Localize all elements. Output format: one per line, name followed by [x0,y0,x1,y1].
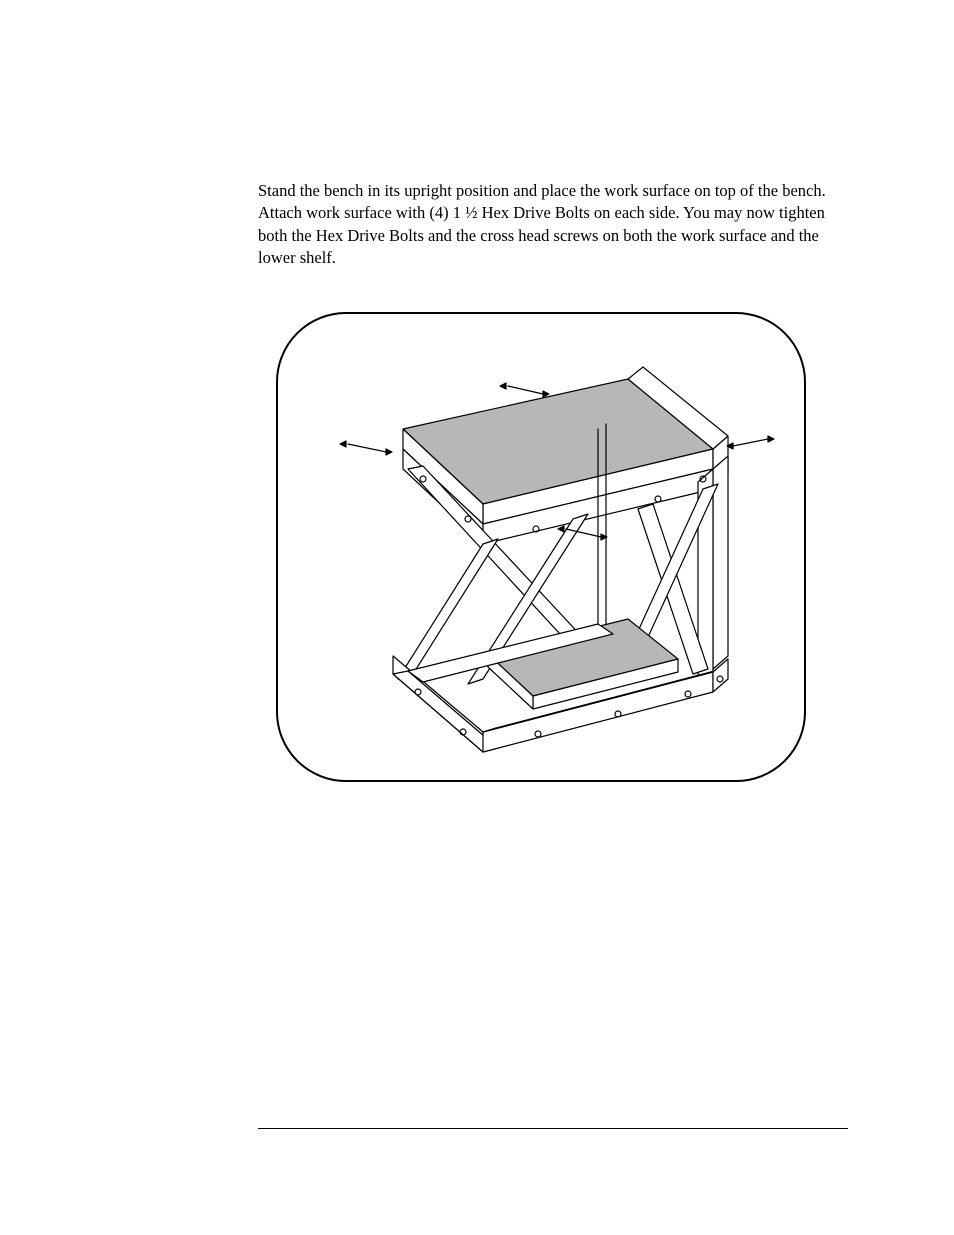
assembly-figure-frame [276,312,806,782]
hex-bolt-top-right [727,436,774,449]
bottom-rail-left-top [393,671,498,752]
hex-bolt-top-back [500,383,549,397]
footer-divider [258,1128,848,1129]
workbench-diagram [308,334,778,764]
instruction-paragraph: Stand the bench in its upright position … [258,180,848,269]
hex-bolt-top-left [340,441,392,455]
